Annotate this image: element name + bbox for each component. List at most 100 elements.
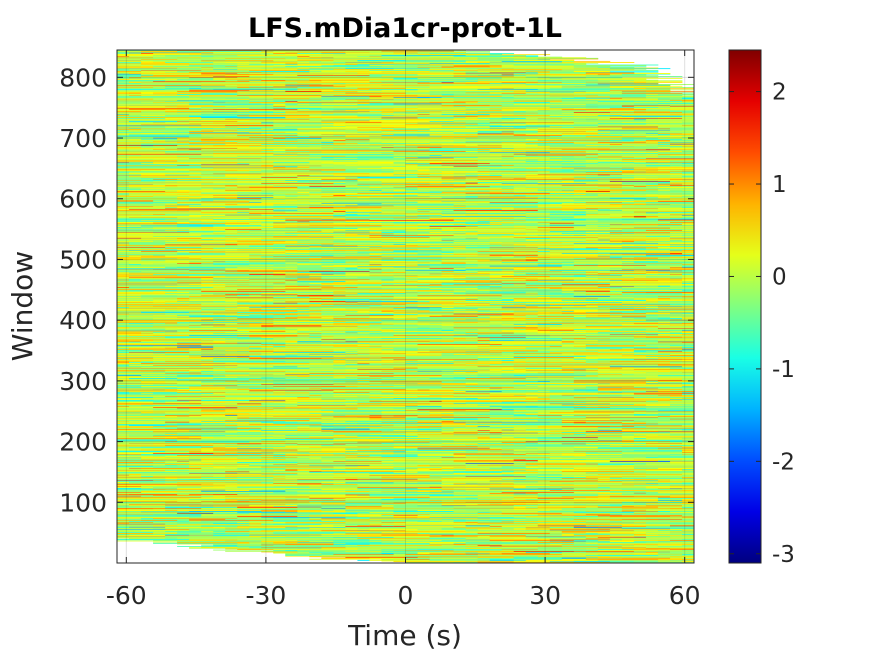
heatmap-cell <box>417 420 442 422</box>
heatmap-cell <box>369 510 394 512</box>
heatmap-cell <box>645 545 694 547</box>
heatmap-cell <box>681 359 694 361</box>
heatmap-cell <box>357 515 442 517</box>
heatmap-cell <box>573 322 659 324</box>
heatmap-cell <box>141 449 202 451</box>
heatmap-cell <box>597 341 659 343</box>
heatmap-cell <box>345 471 394 473</box>
heatmap-cell <box>201 349 226 351</box>
heatmap-cell <box>417 393 466 395</box>
heatmap-cell <box>369 511 394 513</box>
heatmap-cell <box>645 427 659 428</box>
heatmap-cell <box>513 495 527 497</box>
heatmap-cell <box>393 440 479 442</box>
heatmap-cell <box>117 350 190 352</box>
heatmap-cell <box>513 499 599 501</box>
heatmap-cell <box>429 475 479 477</box>
heatmap-cell <box>441 328 491 330</box>
heatmap-cell <box>537 457 599 459</box>
heatmap-cell <box>681 346 694 348</box>
heatmap-cell <box>681 481 694 483</box>
heatmap-cell <box>381 411 454 413</box>
heatmap-cell <box>417 371 466 373</box>
heatmap-cell <box>513 374 587 376</box>
heatmap-cell <box>429 538 466 539</box>
heatmap-cell <box>117 490 154 492</box>
heatmap-cell <box>273 385 358 386</box>
heatmap-cell <box>153 392 178 394</box>
heatmap-cell <box>537 458 575 460</box>
heatmap-cell <box>441 345 479 347</box>
heatmap-cell <box>621 548 671 550</box>
heatmap-cell <box>333 524 358 526</box>
heatmap-cell <box>657 374 694 376</box>
heatmap-cell <box>429 439 442 441</box>
heatmap-cell <box>345 405 418 407</box>
heatmap-cell <box>225 480 238 482</box>
heatmap-cell <box>561 513 635 515</box>
heatmap-cell <box>285 496 346 498</box>
heatmap-cell <box>237 546 298 547</box>
heatmap-cell <box>525 444 611 446</box>
heatmap-cell <box>273 542 334 544</box>
heatmap-cell <box>261 399 346 400</box>
heatmap-cell <box>309 331 382 333</box>
heatmap-cell <box>501 555 551 557</box>
heatmap-cell <box>285 348 334 350</box>
heatmap-cell <box>201 423 250 425</box>
heatmap-cell <box>309 318 394 320</box>
heatmap-cell <box>633 354 671 356</box>
heatmap-cell <box>201 469 274 471</box>
heatmap-cell <box>177 372 202 374</box>
heatmap-cell <box>405 464 430 466</box>
heatmap-cell <box>177 491 250 493</box>
heatmap-cell <box>429 516 515 518</box>
heatmap-cell <box>177 425 238 427</box>
heatmap-cell <box>465 402 527 403</box>
heatmap-cell <box>477 433 515 434</box>
heatmap-cell <box>681 556 694 558</box>
heatmap-cell <box>237 352 274 354</box>
heatmap-cell <box>657 348 694 349</box>
heatmap-cell <box>453 471 515 473</box>
heatmap-cell <box>453 377 539 379</box>
heatmap-cell <box>225 398 238 400</box>
heatmap-cell <box>117 320 130 322</box>
heatmap-cell <box>513 556 539 558</box>
heatmap-cell <box>609 556 671 558</box>
heatmap-cell <box>165 477 178 479</box>
heatmap-cell <box>333 325 358 327</box>
heatmap-cell <box>321 528 370 530</box>
heatmap-cell <box>153 525 202 527</box>
heatmap-cell <box>321 394 358 396</box>
heatmap-cell <box>681 334 694 336</box>
heatmap-cell <box>393 393 454 394</box>
heatmap-cell <box>453 331 466 332</box>
heatmap-cell <box>153 438 178 440</box>
heatmap-cell <box>369 417 406 419</box>
heatmap-cell <box>645 495 659 496</box>
heatmap-cell <box>285 541 310 542</box>
heatmap-cell <box>393 556 406 558</box>
heatmap-cell <box>285 349 298 351</box>
heatmap-cell <box>645 475 694 477</box>
heatmap-cell <box>549 501 635 503</box>
heatmap-cell <box>117 536 190 538</box>
heatmap-cell <box>645 427 694 429</box>
heatmap-cell <box>261 357 286 359</box>
heatmap-cell <box>489 351 515 352</box>
heatmap-cell <box>213 496 226 498</box>
heatmap-cell <box>573 512 635 513</box>
heatmap-cell <box>297 484 382 486</box>
heatmap-cell <box>237 482 274 484</box>
heatmap-cell <box>537 322 575 324</box>
heatmap-cell <box>501 430 551 432</box>
heatmap-cell <box>225 351 262 353</box>
heatmap-cell <box>501 499 527 501</box>
heatmap-cell <box>453 450 479 451</box>
heatmap-cell <box>669 368 694 369</box>
heatmap-cell <box>189 518 226 520</box>
heatmap-cell <box>657 558 694 560</box>
heatmap-cell <box>177 472 262 474</box>
heatmap-cell <box>609 374 623 376</box>
